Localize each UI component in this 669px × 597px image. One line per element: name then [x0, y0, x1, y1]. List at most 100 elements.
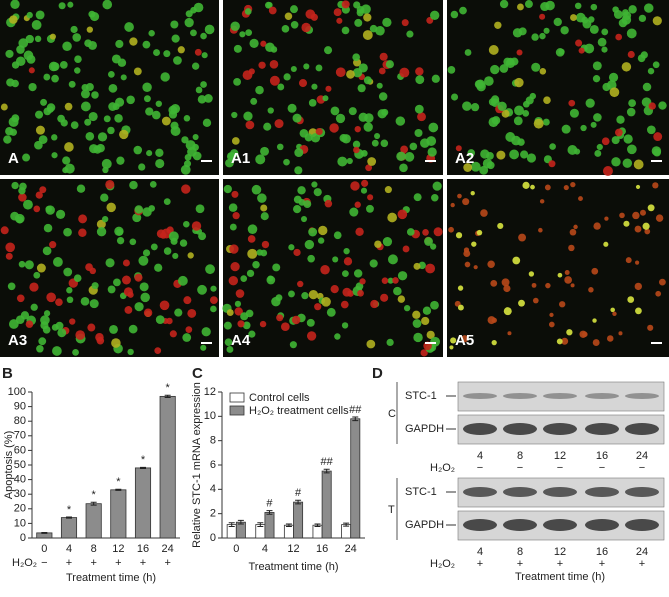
error-bar: [266, 510, 273, 515]
cell: [616, 115, 625, 124]
cell: [25, 320, 34, 328]
cell: [396, 151, 406, 162]
cell: [354, 201, 361, 208]
cell: [38, 337, 47, 346]
cell: [382, 17, 392, 27]
cell: [287, 103, 297, 113]
cell: [406, 30, 414, 38]
cell: [183, 220, 190, 228]
cell: [634, 282, 642, 291]
cell: [66, 296, 74, 304]
cell: [397, 295, 406, 303]
cell: [116, 228, 124, 236]
cell: [574, 2, 582, 10]
cell: [424, 237, 433, 246]
cell: [195, 204, 205, 214]
cell: [100, 193, 109, 202]
cell: [148, 30, 155, 37]
cell: [400, 145, 409, 154]
micrograph: A: [0, 0, 219, 175]
cell: [589, 24, 599, 34]
cell: [342, 287, 352, 297]
cell: [119, 129, 129, 140]
band: [503, 487, 537, 497]
cell: [102, 216, 109, 223]
cell: [146, 150, 153, 157]
cell: [335, 113, 346, 124]
cell: [503, 284, 511, 293]
cell: [7, 282, 16, 291]
cell: [402, 245, 410, 253]
cell: [169, 330, 177, 338]
cell: [117, 58, 127, 67]
panel-label: A1: [231, 150, 250, 167]
cell: [235, 289, 245, 298]
cell: [155, 100, 163, 107]
cell: [49, 241, 57, 249]
cell: [352, 140, 361, 149]
cell: [520, 150, 529, 159]
cell: [181, 184, 191, 194]
cell: [166, 317, 173, 325]
cell: [426, 330, 435, 339]
cell: [548, 321, 555, 328]
bar: [321, 470, 332, 539]
cell: [413, 193, 422, 202]
row-label: GAPDH: [405, 423, 444, 435]
bar: [110, 489, 127, 539]
cell: [539, 32, 546, 40]
cell: [210, 305, 217, 313]
cell: [343, 248, 350, 255]
cell: [134, 302, 144, 312]
cell: [28, 82, 37, 92]
cell: [512, 28, 523, 38]
cell: [171, 34, 180, 43]
cell: [659, 278, 666, 286]
cell: [545, 0, 555, 11]
cell: [5, 252, 13, 260]
cell: [225, 158, 234, 168]
cell: [346, 69, 355, 79]
cell: [559, 301, 566, 308]
cell: [549, 143, 556, 150]
annotation: #: [266, 498, 273, 510]
cell: [514, 105, 525, 116]
bar: [312, 524, 323, 539]
x-axis-title: Treatment time (h): [66, 572, 156, 584]
cell: [255, 154, 266, 165]
error-bar: [343, 522, 350, 527]
cell: [177, 275, 188, 286]
x-axis-title: Treatment time (h): [248, 561, 338, 573]
cell: [612, 311, 617, 317]
cell: [564, 276, 572, 284]
cell: [201, 52, 208, 59]
cell: [476, 229, 483, 236]
cell: [247, 248, 258, 259]
cell: [318, 225, 328, 236]
cell: [606, 335, 614, 342]
cell: [652, 182, 659, 189]
error-bar: [237, 519, 244, 525]
band: [543, 423, 577, 435]
cell: [184, 153, 192, 161]
cell: [404, 152, 415, 162]
cell: [163, 198, 171, 206]
cell: [376, 82, 383, 89]
cell: [102, 0, 113, 10]
cell: [459, 6, 467, 15]
cell: [430, 243, 437, 250]
cell: [154, 347, 162, 354]
cell: [480, 209, 488, 217]
cell: [231, 190, 239, 198]
cell: [570, 181, 576, 188]
micrograph-bg: [447, 179, 669, 357]
cell: [283, 73, 291, 81]
cell: [324, 199, 333, 208]
cell: [556, 338, 563, 345]
band: [543, 393, 577, 399]
cell: [313, 188, 322, 197]
x-tick-label: 12: [112, 543, 124, 555]
cell: [87, 323, 96, 332]
cell: [353, 146, 360, 154]
cell: [64, 102, 73, 111]
